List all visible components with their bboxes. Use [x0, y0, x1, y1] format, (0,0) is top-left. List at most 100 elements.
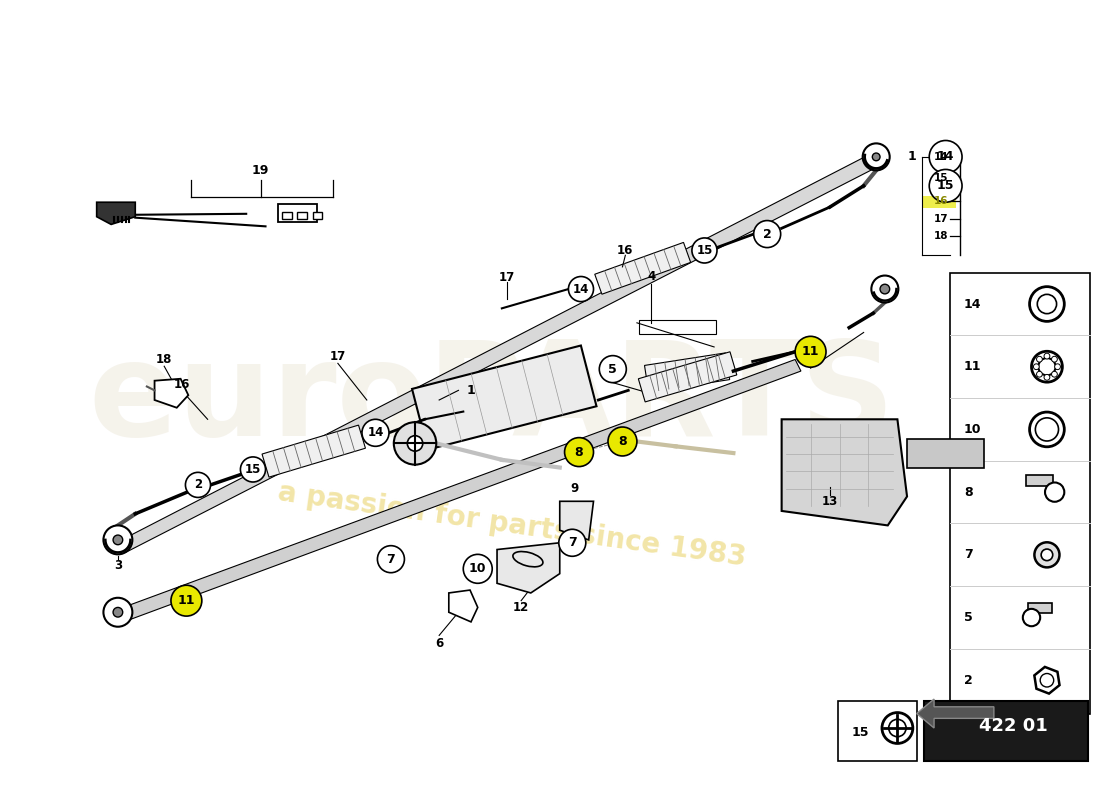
Circle shape: [103, 526, 132, 554]
Text: 13: 13: [822, 494, 838, 508]
Text: 1: 1: [466, 384, 475, 397]
Polygon shape: [97, 202, 135, 225]
Text: 17: 17: [330, 350, 346, 363]
Text: 14: 14: [937, 150, 955, 163]
Circle shape: [862, 143, 890, 170]
Text: 17: 17: [498, 271, 515, 284]
Bar: [950, 273, 1090, 714]
Circle shape: [1032, 351, 1063, 382]
Circle shape: [1044, 374, 1049, 380]
Polygon shape: [497, 542, 560, 593]
Text: 14: 14: [367, 426, 384, 439]
Circle shape: [1036, 371, 1043, 377]
Text: 11: 11: [177, 594, 195, 607]
Circle shape: [600, 356, 626, 382]
Circle shape: [1030, 412, 1065, 446]
Bar: [908, 438, 985, 467]
Text: 9: 9: [570, 482, 579, 495]
Text: 2: 2: [964, 674, 972, 686]
Text: 8: 8: [574, 446, 583, 458]
Circle shape: [795, 336, 826, 367]
Circle shape: [463, 554, 492, 583]
Text: 6: 6: [434, 637, 443, 650]
Circle shape: [103, 598, 132, 626]
Circle shape: [692, 238, 717, 263]
Text: 2: 2: [194, 478, 202, 491]
Bar: [639, 320, 716, 334]
Text: 17: 17: [934, 214, 948, 224]
Text: 16: 16: [174, 378, 190, 391]
Circle shape: [889, 719, 906, 737]
Circle shape: [1052, 371, 1057, 377]
Polygon shape: [645, 353, 729, 392]
Text: 8: 8: [964, 486, 972, 498]
Text: 2: 2: [762, 227, 771, 241]
Text: a passion for parts since 1983: a passion for parts since 1983: [275, 478, 748, 572]
Bar: [1025, 474, 1053, 486]
Circle shape: [569, 277, 594, 302]
Text: 15: 15: [851, 726, 869, 739]
Circle shape: [1023, 609, 1041, 626]
Text: 11: 11: [964, 360, 981, 374]
Polygon shape: [638, 352, 737, 402]
Bar: [297, 212, 307, 218]
Text: 18: 18: [934, 231, 948, 241]
Text: 15: 15: [934, 173, 948, 183]
Bar: [278, 204, 317, 222]
Circle shape: [608, 427, 637, 456]
Text: 19: 19: [252, 164, 270, 177]
Text: 15: 15: [245, 463, 261, 476]
Text: 15: 15: [696, 244, 713, 257]
Bar: [1027, 603, 1052, 613]
Text: 1: 1: [908, 150, 916, 163]
Text: 10: 10: [469, 562, 486, 575]
Circle shape: [113, 535, 123, 545]
Circle shape: [1038, 358, 1056, 375]
Text: 8: 8: [618, 435, 627, 448]
Polygon shape: [560, 502, 594, 540]
Circle shape: [170, 586, 201, 616]
Circle shape: [394, 422, 437, 465]
Text: 14: 14: [573, 282, 590, 295]
Polygon shape: [118, 154, 878, 553]
Circle shape: [880, 284, 890, 294]
Circle shape: [1034, 542, 1059, 567]
Circle shape: [1035, 418, 1058, 441]
Polygon shape: [449, 590, 477, 622]
Text: 15: 15: [937, 179, 955, 192]
Text: 5: 5: [964, 611, 972, 624]
Text: 7: 7: [964, 548, 972, 562]
Circle shape: [872, 153, 880, 161]
Text: 16: 16: [617, 244, 634, 257]
Polygon shape: [412, 346, 596, 450]
Bar: [922, 197, 956, 208]
Circle shape: [1036, 356, 1043, 362]
Circle shape: [564, 438, 594, 466]
Text: 7: 7: [386, 553, 395, 566]
Circle shape: [241, 457, 265, 482]
Text: 3: 3: [113, 559, 122, 573]
Circle shape: [1044, 354, 1049, 359]
Bar: [312, 212, 322, 218]
Text: 14: 14: [964, 298, 981, 310]
Text: euroPARTS: euroPARTS: [89, 337, 895, 463]
Polygon shape: [155, 378, 188, 408]
Circle shape: [1030, 286, 1065, 322]
Bar: [837, 701, 916, 761]
Text: 12: 12: [513, 601, 529, 614]
Circle shape: [930, 141, 962, 174]
Circle shape: [871, 275, 899, 302]
Circle shape: [754, 221, 781, 247]
Text: 18: 18: [156, 353, 173, 366]
Text: 4: 4: [647, 270, 656, 283]
Text: 5: 5: [608, 362, 617, 376]
Circle shape: [1033, 364, 1039, 370]
Text: 14: 14: [934, 152, 948, 162]
Polygon shape: [1034, 667, 1059, 694]
Polygon shape: [916, 699, 994, 728]
Text: 422 01: 422 01: [979, 717, 1047, 735]
Circle shape: [1055, 364, 1060, 370]
Circle shape: [1037, 294, 1057, 314]
Bar: [924, 701, 1088, 761]
Text: 10: 10: [964, 423, 981, 436]
